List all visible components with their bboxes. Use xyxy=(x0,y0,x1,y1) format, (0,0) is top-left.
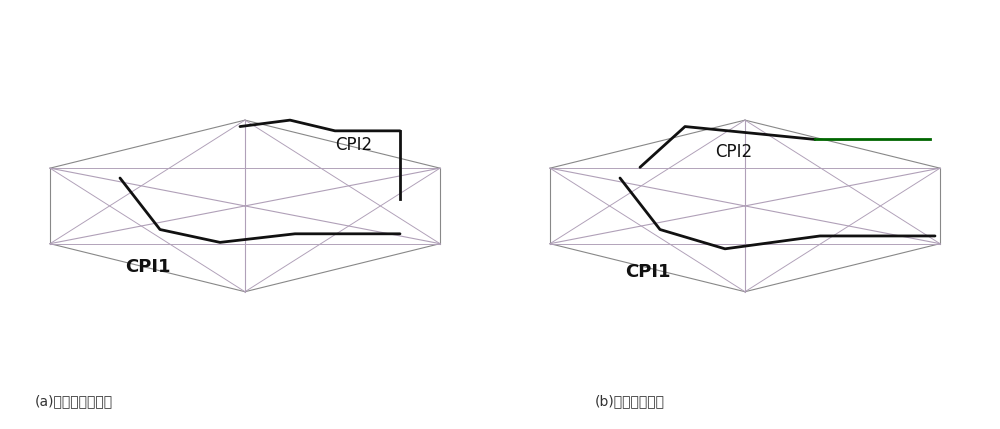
Text: CPI1: CPI1 xyxy=(625,263,670,281)
Text: CPI2: CPI2 xyxy=(335,136,372,154)
Text: (a)约束区域不重叠: (a)约束区域不重叠 xyxy=(35,394,113,408)
Text: CPI1: CPI1 xyxy=(125,258,170,276)
Text: CPI2: CPI2 xyxy=(715,142,752,160)
Text: (b)约束区域重叠: (b)约束区域重叠 xyxy=(595,394,665,408)
